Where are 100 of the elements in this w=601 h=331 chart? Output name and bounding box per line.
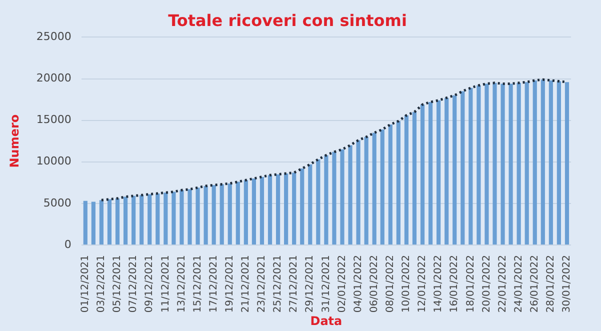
bar <box>132 196 136 244</box>
bar <box>372 132 376 244</box>
bar <box>292 172 296 244</box>
bar <box>364 136 368 244</box>
x-tick-label: 28/01/2022 <box>546 254 557 313</box>
x-tick-label: 10/01/2022 <box>401 254 412 313</box>
x-tick-label: 22/01/2022 <box>497 254 508 313</box>
x-tick-label: 24/01/2022 <box>513 254 524 313</box>
bar <box>332 152 336 244</box>
bar <box>420 104 425 244</box>
x-tick-label: 11/12/2021 <box>160 254 172 313</box>
x-tick-label: 13/12/2021 <box>176 254 188 313</box>
x-tick-label: 31/12/2021 <box>320 254 332 313</box>
x-tick-label: 21/12/2021 <box>240 254 252 313</box>
bar <box>284 173 288 244</box>
bar <box>524 82 529 244</box>
x-tick-label: 18/01/2022 <box>465 254 476 313</box>
x-tick-label: 17/12/2021 <box>208 254 220 313</box>
bar <box>148 194 152 244</box>
x-tick-label: 14/01/2022 <box>433 254 444 313</box>
bar <box>564 82 570 244</box>
bar <box>123 196 128 244</box>
bar <box>556 81 562 244</box>
y-tick-label: 25000 <box>36 30 72 44</box>
bar <box>164 192 168 244</box>
bar <box>260 176 264 244</box>
x-axis-title: Data <box>310 314 342 328</box>
bar <box>484 84 489 244</box>
bar <box>252 178 256 244</box>
bar <box>228 183 232 244</box>
bar <box>460 91 465 244</box>
bar <box>156 193 160 244</box>
x-tick-label: 15/12/2021 <box>192 254 204 313</box>
x-tick-label: 04/01/2022 <box>352 254 364 313</box>
y-tick-label: 20000 <box>36 72 72 85</box>
x-tick-label: 07/12/2021 <box>128 254 140 313</box>
y-axis-title: Numero <box>7 114 22 168</box>
bar <box>508 84 513 244</box>
x-tick-label: 16/01/2022 <box>449 254 460 313</box>
bar <box>140 195 144 244</box>
bar <box>540 80 545 244</box>
bar <box>91 202 96 244</box>
bar <box>468 88 473 244</box>
bar <box>99 200 104 244</box>
bar <box>115 198 120 244</box>
bar <box>188 189 192 244</box>
bar <box>276 174 280 244</box>
bar <box>492 82 497 244</box>
bar <box>107 199 112 244</box>
x-tick-label: 26/01/2022 <box>529 254 540 313</box>
x-tick-label: 08/01/2022 <box>385 254 396 313</box>
bar <box>268 175 272 244</box>
x-tick-label: 09/12/2021 <box>144 254 156 313</box>
chart-title: Totale ricoveri con sintomi <box>168 10 407 30</box>
bar <box>340 149 344 244</box>
y-tick-label: 15000 <box>36 113 72 126</box>
bar <box>452 95 457 244</box>
x-tick-label: 03/12/2021 <box>96 254 108 313</box>
bar <box>180 190 184 244</box>
bar <box>396 121 400 244</box>
bar <box>308 164 312 244</box>
bar <box>532 80 537 244</box>
bar <box>380 129 384 244</box>
bar <box>436 100 441 244</box>
bar <box>516 82 521 244</box>
x-tick-label: 25/12/2021 <box>272 254 284 313</box>
y-tick-label: 0 <box>64 238 72 251</box>
bar <box>548 80 553 244</box>
x-tick-label: 23/12/2021 <box>256 254 268 313</box>
bar <box>300 168 304 244</box>
bar <box>244 180 248 244</box>
bar <box>348 145 352 244</box>
y-tick-label: 10000 <box>36 154 72 168</box>
bar <box>172 192 176 244</box>
x-tick-label: 20/01/2022 <box>481 254 492 313</box>
bar <box>500 84 505 244</box>
bar <box>404 115 409 244</box>
bar <box>356 140 360 244</box>
bar <box>444 98 449 244</box>
bar <box>324 155 328 244</box>
bar <box>476 85 481 244</box>
x-tick-label: 05/12/2021 <box>112 254 124 313</box>
x-tick-label: 01/12/2021 <box>80 254 91 313</box>
x-tick-label: 29/12/2021 <box>304 254 316 313</box>
x-tick-label: 12/01/2022 <box>417 254 428 313</box>
bar <box>196 188 200 244</box>
bar <box>212 185 216 244</box>
bar <box>83 200 88 244</box>
bar <box>428 102 433 244</box>
y-tick-label: 5000 <box>43 196 72 210</box>
x-tick-label: 06/01/2022 <box>368 254 380 313</box>
bar <box>204 186 208 244</box>
bar <box>388 124 392 244</box>
bar <box>236 182 240 244</box>
bar <box>412 112 417 244</box>
x-tick-label: 19/12/2021 <box>224 254 236 313</box>
bar <box>220 184 224 244</box>
x-tick-label: 27/12/2021 <box>288 254 300 313</box>
bar <box>316 159 320 244</box>
x-tick-label: 30/01/2022 <box>562 254 573 313</box>
